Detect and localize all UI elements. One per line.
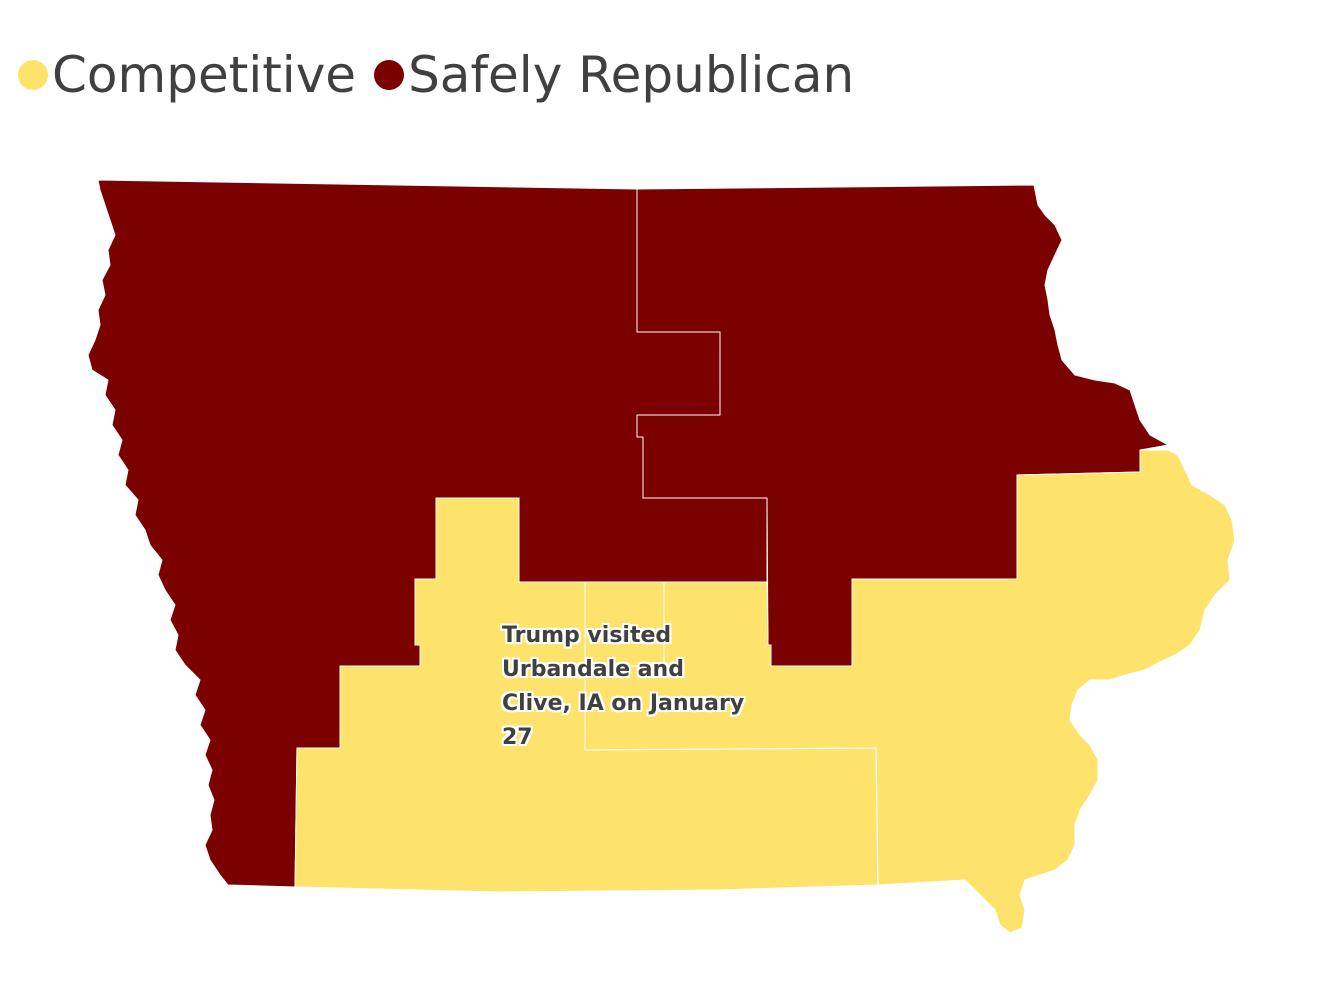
legend-label-safely-republican: Safely Republican xyxy=(408,46,855,104)
map-legend: Competitive Safely Republican xyxy=(18,40,872,110)
district-2 xyxy=(584,449,1236,934)
legend-item-competitive: Competitive xyxy=(18,50,356,100)
trump-visit-annotation: Trump visited Urbandale and Clive, IA on… xyxy=(502,623,745,750)
competitive-dot-icon xyxy=(18,60,48,90)
district-1-north xyxy=(636,184,1169,667)
safely-republican-dot-icon xyxy=(374,60,405,90)
legend-item-safely-republican: Safely Republican xyxy=(374,50,854,100)
legend-label-competitive: Competitive xyxy=(52,46,357,104)
district-boundary-line xyxy=(584,582,879,886)
